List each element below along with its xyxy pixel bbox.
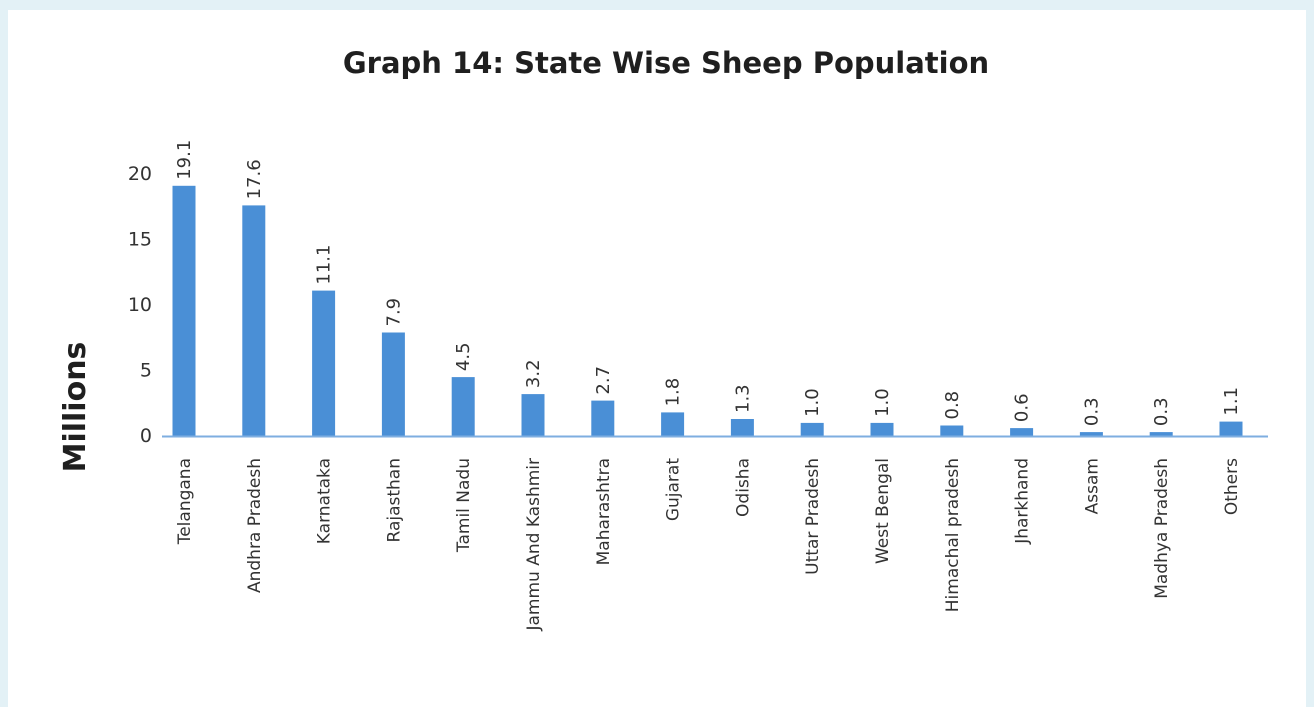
data-label: 4.5 xyxy=(453,342,474,371)
category-label: Uttar Pradesh xyxy=(803,458,823,575)
category-label: Gujarat xyxy=(664,458,684,521)
category-label: Jharkhand xyxy=(1013,458,1033,545)
category-label: West Bengal xyxy=(873,458,893,564)
category-label: Telangana xyxy=(175,458,195,545)
data-labels: 19.1 17.6 11.1 7.9 4.5 3.2 2.7 1.8 1.3 1.0 1.0 0.8 0… xyxy=(174,140,1242,426)
y-tick-label: 10 xyxy=(128,294,152,316)
bar xyxy=(870,422,894,436)
bar xyxy=(381,332,405,436)
chart-card xyxy=(8,10,1306,707)
bar xyxy=(800,422,824,436)
category-labels: Telangana Andhra Pradesh Karnataka Rajastha… xyxy=(175,458,1242,632)
data-label: 1.8 xyxy=(663,378,684,407)
category-label: Others xyxy=(1222,458,1242,515)
bar xyxy=(1079,432,1103,436)
y-axis-ticks: 0 5 10 15 20 xyxy=(128,163,152,447)
bar xyxy=(172,185,196,436)
category-label: Madhya Pradesh xyxy=(1152,458,1172,599)
data-label: 1.1 xyxy=(1221,387,1242,416)
data-label: 2.7 xyxy=(593,366,614,395)
data-label: 7.9 xyxy=(383,298,404,327)
y-tick-label: 15 xyxy=(128,229,152,251)
category-label: Tamil Nadu xyxy=(454,458,474,553)
data-label: 1.3 xyxy=(732,384,753,413)
data-label: 11.1 xyxy=(314,245,335,285)
bars xyxy=(172,185,1243,436)
bar xyxy=(1010,428,1034,436)
category-label: Odisha xyxy=(733,458,753,517)
category-label: Assam xyxy=(1082,458,1102,514)
category-label: Karnataka xyxy=(315,458,335,544)
bar xyxy=(521,394,545,436)
y-tick-label: 5 xyxy=(140,360,152,382)
bar xyxy=(940,425,964,436)
bar xyxy=(591,400,615,436)
category-label: Andhra Pradesh xyxy=(245,458,265,593)
y-axis-title: Millions xyxy=(58,342,93,473)
data-label: 0.3 xyxy=(1151,397,1172,426)
data-label: 0.6 xyxy=(1012,393,1033,422)
bar xyxy=(242,205,266,436)
data-label: 19.1 xyxy=(174,140,195,180)
data-label: 1.0 xyxy=(802,388,823,417)
bar xyxy=(661,412,685,436)
data-label: 0.8 xyxy=(942,391,963,420)
bar xyxy=(1219,421,1243,436)
data-label: 3.2 xyxy=(523,359,544,388)
bar xyxy=(730,419,754,436)
y-tick-label: 0 xyxy=(140,425,152,447)
bar xyxy=(312,290,336,436)
data-label: 0.3 xyxy=(1081,397,1102,426)
chart-title: Graph 14: State Wise Sheep Population xyxy=(343,46,989,80)
category-label: Jammu And Kashmir xyxy=(524,458,544,632)
data-label: 17.6 xyxy=(244,159,265,199)
category-label: Rajasthan xyxy=(384,458,404,543)
category-label: Maharashtra xyxy=(594,458,614,565)
bar xyxy=(451,377,475,436)
bar xyxy=(1149,432,1173,436)
data-label: 1.0 xyxy=(872,388,893,417)
category-label: Himachal pradesh xyxy=(943,458,963,612)
y-tick-label: 20 xyxy=(128,163,152,185)
